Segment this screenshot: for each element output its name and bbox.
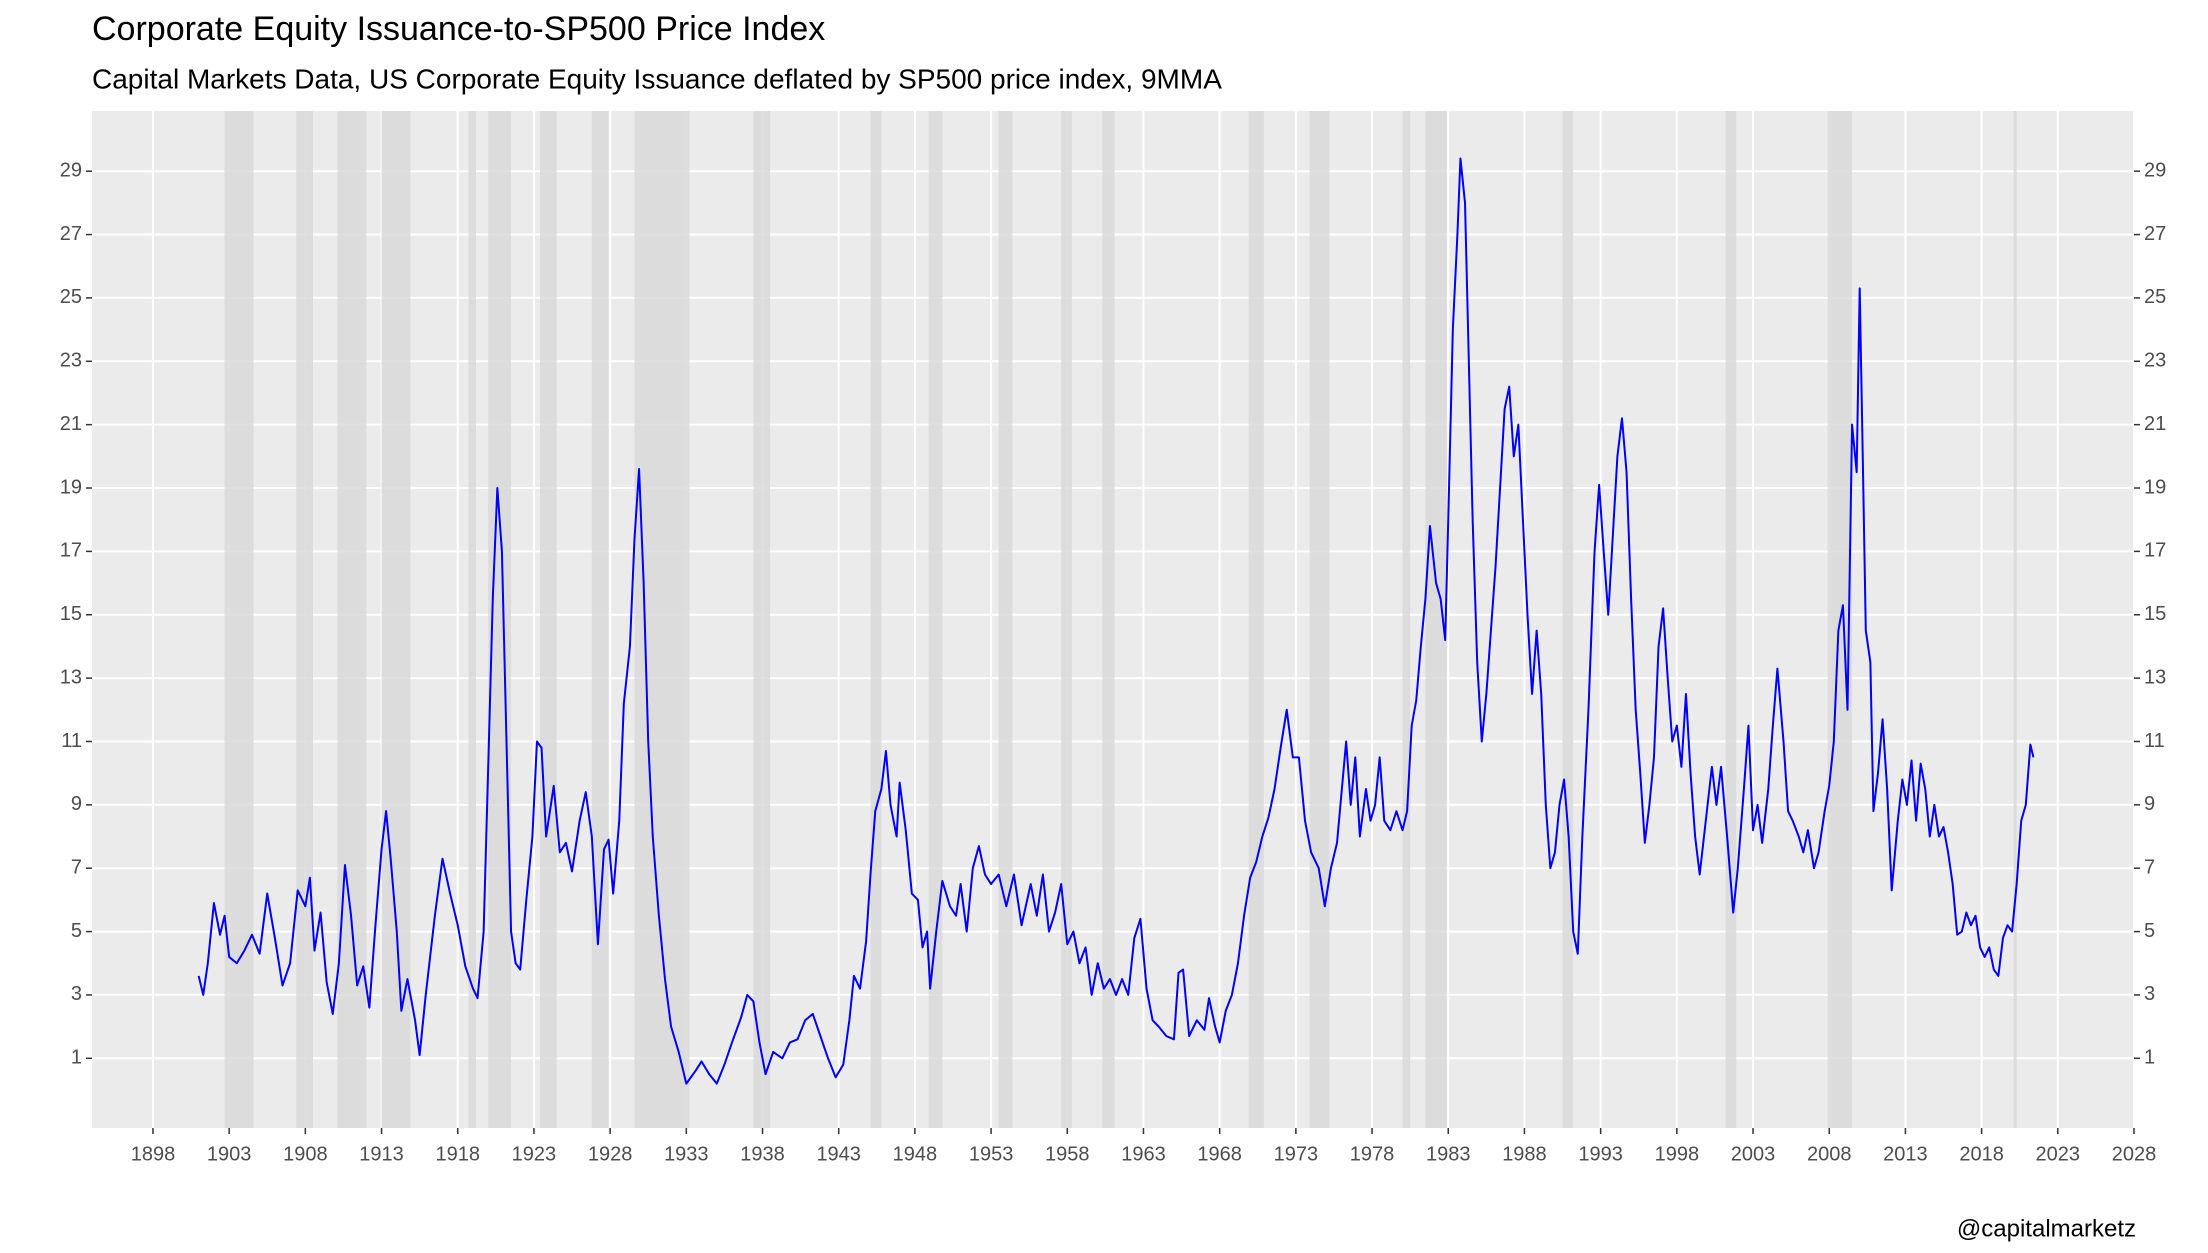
- y2-tick-label: 25: [2144, 286, 2166, 308]
- y-tick-label: 21: [60, 413, 82, 435]
- y-tick-label: 25: [60, 286, 82, 308]
- recession-band: [1248, 111, 1264, 1128]
- chart-title: Corporate Equity Issuance-to-SP500 Price…: [92, 10, 825, 48]
- y2-tick-label: 27: [2144, 223, 2166, 245]
- x-tick-label: 1958: [1045, 1143, 1090, 1165]
- y2-tick-label: 3: [2144, 983, 2155, 1005]
- recession-band: [1402, 111, 1411, 1128]
- x-tick-label: 1913: [359, 1143, 404, 1165]
- x-tick-label: 1978: [1350, 1143, 1395, 1165]
- y2-tick-label: 5: [2144, 920, 2155, 942]
- x-tick-label: 2018: [1959, 1143, 2004, 1165]
- recession-band: [998, 111, 1013, 1128]
- x-tick-label: 2028: [2112, 1143, 2157, 1165]
- x-tick-label: 1993: [1578, 1143, 1623, 1165]
- y2-tick-label: 29: [2144, 159, 2166, 181]
- y2-tick-label: 13: [2144, 666, 2166, 688]
- y2-tick-label: 9: [2144, 793, 2155, 815]
- y-tick-label: 5: [71, 920, 82, 942]
- y-tick-label: 11: [61, 730, 82, 752]
- recession-band: [337, 111, 367, 1128]
- y2-tick-label: 7: [2144, 856, 2155, 878]
- x-tick-label: 1903: [207, 1143, 252, 1165]
- x-tick-label: 1998: [1655, 1143, 1700, 1165]
- x-tick-label: 1988: [1502, 1143, 1547, 1165]
- recession-band: [1061, 111, 1072, 1128]
- y2-tick-label: 17: [2144, 540, 2166, 562]
- x-tick-label: 1983: [1426, 1143, 1471, 1165]
- x-tick-label: 1908: [283, 1143, 328, 1165]
- y-tick-label: 1: [71, 1047, 82, 1069]
- recession-band: [296, 111, 313, 1128]
- y-tick-label: 23: [60, 350, 82, 372]
- y-tick-label: 19: [60, 476, 82, 498]
- y2-tick-label: 21: [2144, 413, 2166, 435]
- recession-band: [870, 111, 882, 1128]
- x-tick-label: 1943: [816, 1143, 861, 1165]
- y-tick-label: 7: [71, 856, 82, 878]
- recession-band: [591, 111, 609, 1128]
- y-tick-label: 15: [60, 603, 82, 625]
- recession-band: [928, 111, 943, 1128]
- y2-tick-label: 11: [2144, 730, 2165, 752]
- recession-band: [1102, 111, 1115, 1128]
- data-line: [197, 157, 2035, 1085]
- x-tick-label: 1918: [435, 1143, 480, 1165]
- recession-band: [753, 111, 771, 1128]
- x-tick-label: 1933: [664, 1143, 709, 1165]
- x-tick-label: 1973: [1274, 1143, 1319, 1165]
- recession-band: [1309, 111, 1330, 1128]
- x-tick-label: 1948: [893, 1143, 938, 1165]
- x-tick-label: 2023: [2036, 1143, 2081, 1165]
- y-tick-label: 3: [71, 983, 82, 1005]
- x-tick-label: 1923: [512, 1143, 557, 1165]
- recession-band: [1725, 111, 1737, 1128]
- y-tick-label: 29: [60, 159, 82, 181]
- recession-band: [1425, 111, 1447, 1128]
- recession-band: [2013, 111, 2017, 1128]
- x-tick-label: 1953: [969, 1143, 1014, 1165]
- x-tick-label: 2008: [1807, 1143, 1852, 1165]
- x-tick-label: 1963: [1121, 1143, 1166, 1165]
- x-tick-label: 1898: [131, 1143, 176, 1165]
- x-tick-label: 2013: [1883, 1143, 1928, 1165]
- recession-band: [488, 111, 512, 1128]
- chart-subtitle: Capital Markets Data, US Corporate Equit…: [92, 63, 1222, 94]
- x-tick-label: 2003: [1731, 1143, 1776, 1165]
- y-tick-label: 17: [60, 540, 82, 562]
- caption: @capitalmarketz: [1957, 1215, 2136, 1242]
- plot-area: [92, 111, 2135, 1128]
- y2-tick-label: 23: [2144, 350, 2166, 372]
- y-tick-label: 27: [60, 223, 82, 245]
- y2-tick-label: 15: [2144, 603, 2166, 625]
- recession-band: [1562, 111, 1574, 1128]
- x-tick-label: 1938: [740, 1143, 785, 1165]
- y2-tick-label: 19: [2144, 476, 2166, 498]
- recession-band: [468, 111, 477, 1128]
- recession-band: [540, 111, 557, 1128]
- y-tick-label: 9: [71, 793, 82, 815]
- recession-band: [224, 111, 254, 1128]
- y-tick-label: 13: [60, 666, 82, 688]
- x-tick-label: 1928: [588, 1143, 633, 1165]
- x-tick-label: 1968: [1197, 1143, 1242, 1165]
- recession-band: [634, 111, 690, 1128]
- recession-band: [381, 111, 411, 1128]
- y2-tick-label: 1: [2144, 1047, 2155, 1069]
